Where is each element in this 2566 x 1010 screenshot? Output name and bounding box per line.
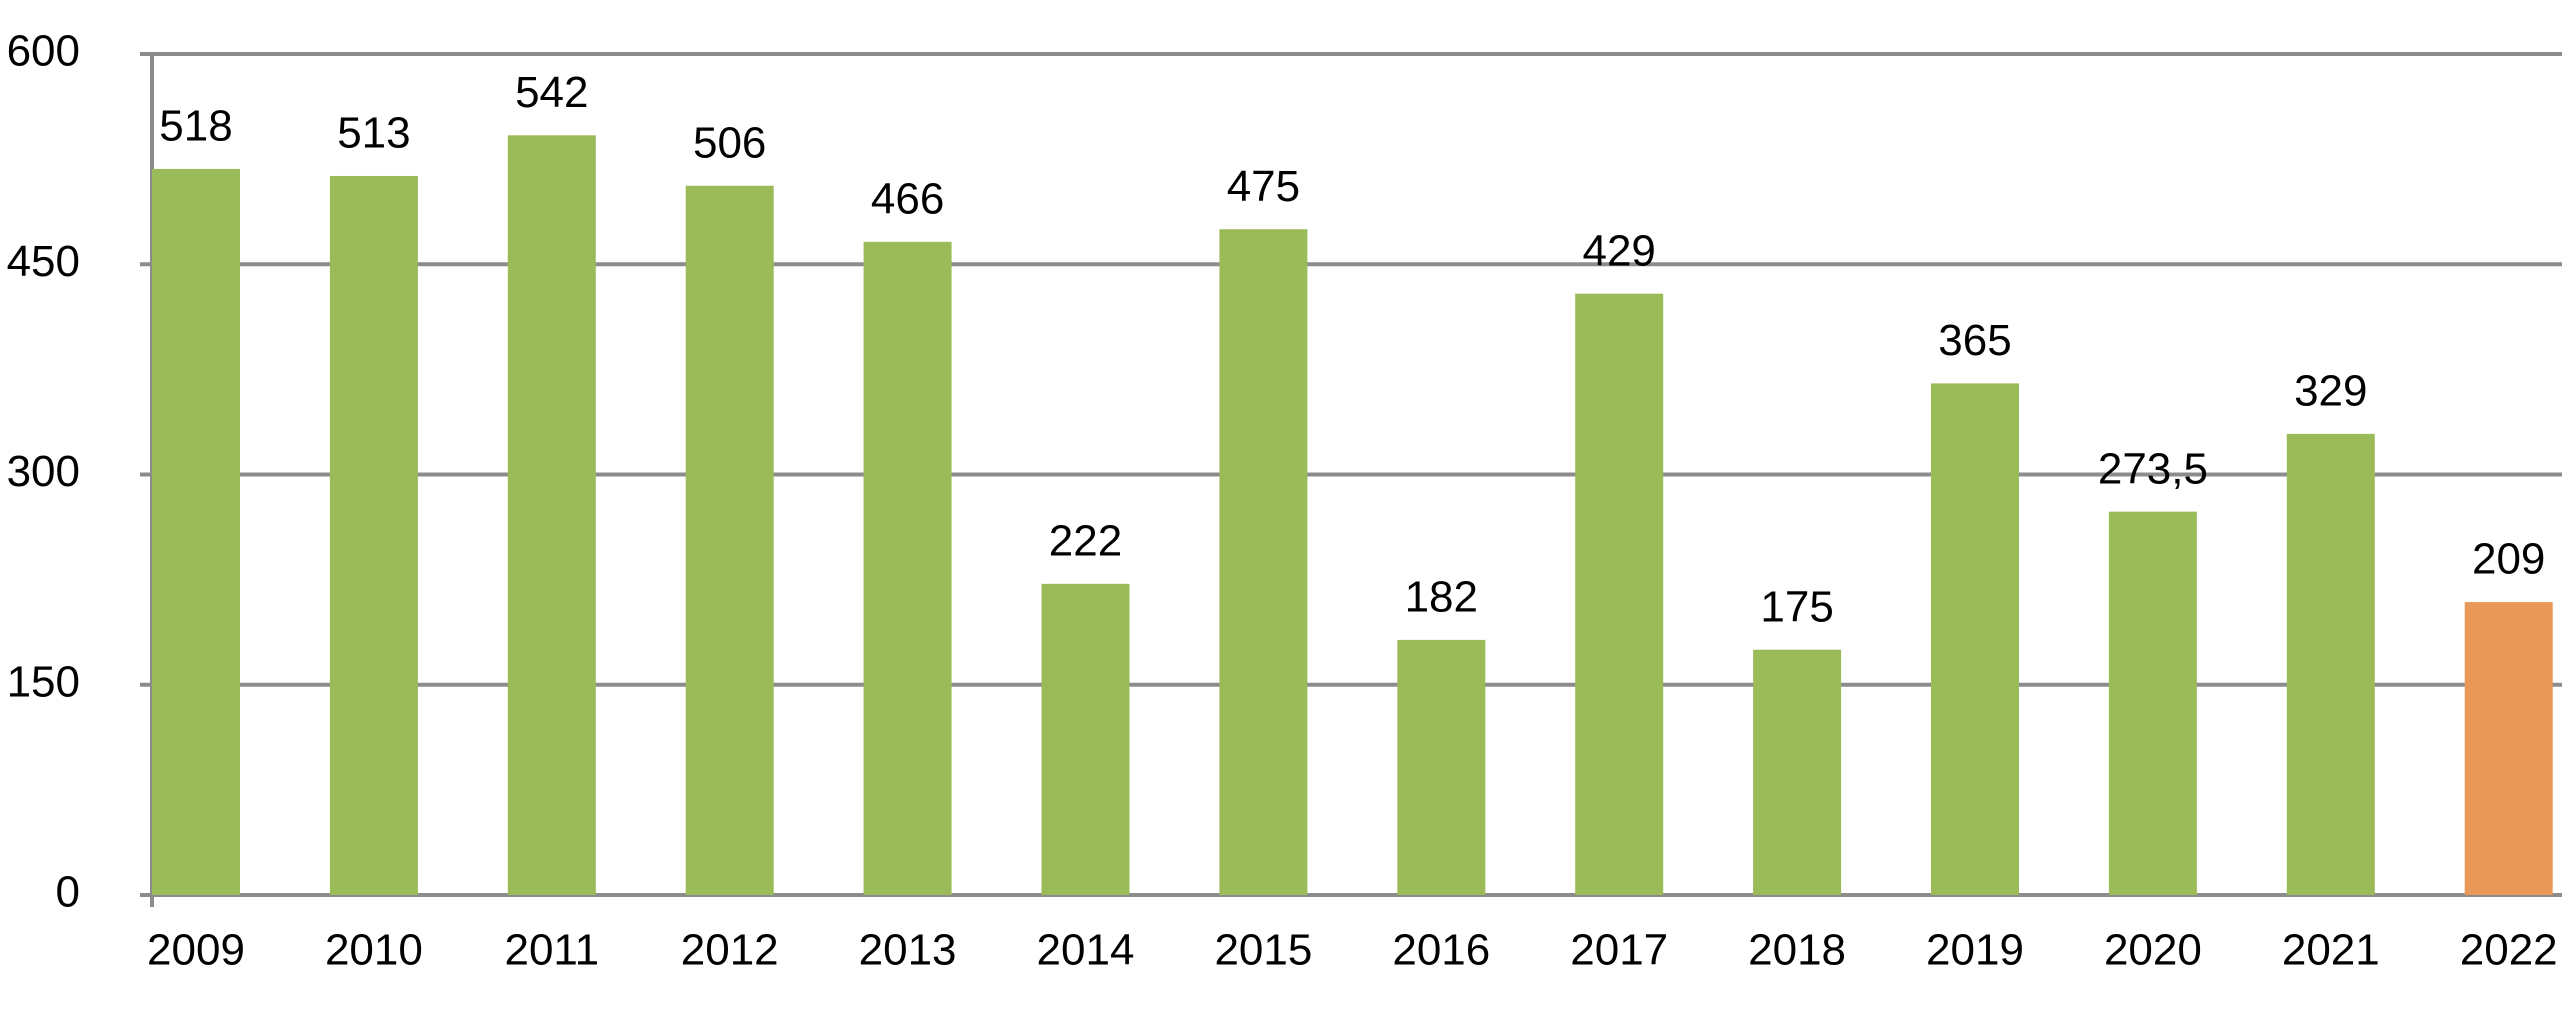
data-label: 329 xyxy=(2294,366,2367,415)
data-label: 175 xyxy=(1760,582,1833,631)
bar xyxy=(329,175,418,895)
bar xyxy=(2286,433,2375,895)
x-tick-label: 2016 xyxy=(1392,926,1490,975)
bar xyxy=(1041,583,1130,895)
data-label: 429 xyxy=(1582,226,1655,275)
bar xyxy=(1575,293,1664,895)
data-label: 466 xyxy=(871,174,944,223)
x-tick-label: 2017 xyxy=(1570,926,1668,975)
x-tick-label: 2010 xyxy=(325,926,423,975)
data-label: 513 xyxy=(337,109,410,158)
data-label: 273,5 xyxy=(2098,444,2208,493)
x-tick-label: 2012 xyxy=(681,926,779,975)
y-tick-label: 450 xyxy=(7,237,80,286)
bar xyxy=(685,185,774,896)
data-label: 182 xyxy=(1405,573,1478,622)
bar xyxy=(2108,511,2197,895)
bar xyxy=(2464,602,2553,895)
x-tick-label: 2015 xyxy=(1214,926,1312,975)
bar xyxy=(507,135,596,896)
data-label: 542 xyxy=(515,68,588,117)
y-tick-label: 300 xyxy=(7,447,80,496)
x-tick-label: 2018 xyxy=(1748,926,1846,975)
data-label: 506 xyxy=(693,118,766,167)
bar xyxy=(1931,383,2019,895)
bar xyxy=(1219,229,1308,896)
y-tick-label: 150 xyxy=(7,657,80,706)
y-tick-label: 600 xyxy=(7,27,80,76)
x-tick-label: 2019 xyxy=(1926,926,2024,975)
bar xyxy=(152,168,240,896)
y-tick-label: 0 xyxy=(56,868,80,917)
data-label: 365 xyxy=(1938,316,2011,365)
bar xyxy=(1753,649,1842,895)
x-tick-label: 2013 xyxy=(859,926,957,975)
x-tick-label: 2020 xyxy=(2104,926,2202,975)
x-tick-label: 2009 xyxy=(147,926,245,975)
bar xyxy=(863,241,952,895)
data-label: 209 xyxy=(2472,535,2545,584)
x-tick-label: 2011 xyxy=(504,926,599,975)
data-label: 475 xyxy=(1227,162,1300,211)
bar xyxy=(1397,639,1486,895)
x-tick-label: 2022 xyxy=(2460,926,2558,975)
x-tick-label: 2014 xyxy=(1037,926,1135,975)
x-tick-label: 2021 xyxy=(2282,926,2380,975)
data-label: 222 xyxy=(1049,516,1122,565)
data-label: 518 xyxy=(159,102,232,151)
